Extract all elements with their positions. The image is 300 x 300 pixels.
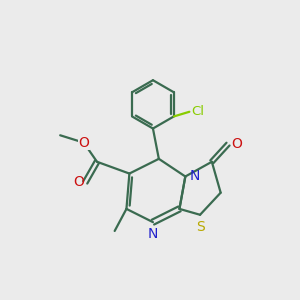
Text: O: O	[78, 136, 89, 150]
Text: O: O	[231, 137, 242, 151]
Text: Cl: Cl	[191, 105, 204, 118]
Text: O: O	[73, 176, 84, 189]
Text: S: S	[196, 220, 204, 234]
Text: N: N	[190, 169, 200, 184]
Text: N: N	[148, 226, 158, 241]
